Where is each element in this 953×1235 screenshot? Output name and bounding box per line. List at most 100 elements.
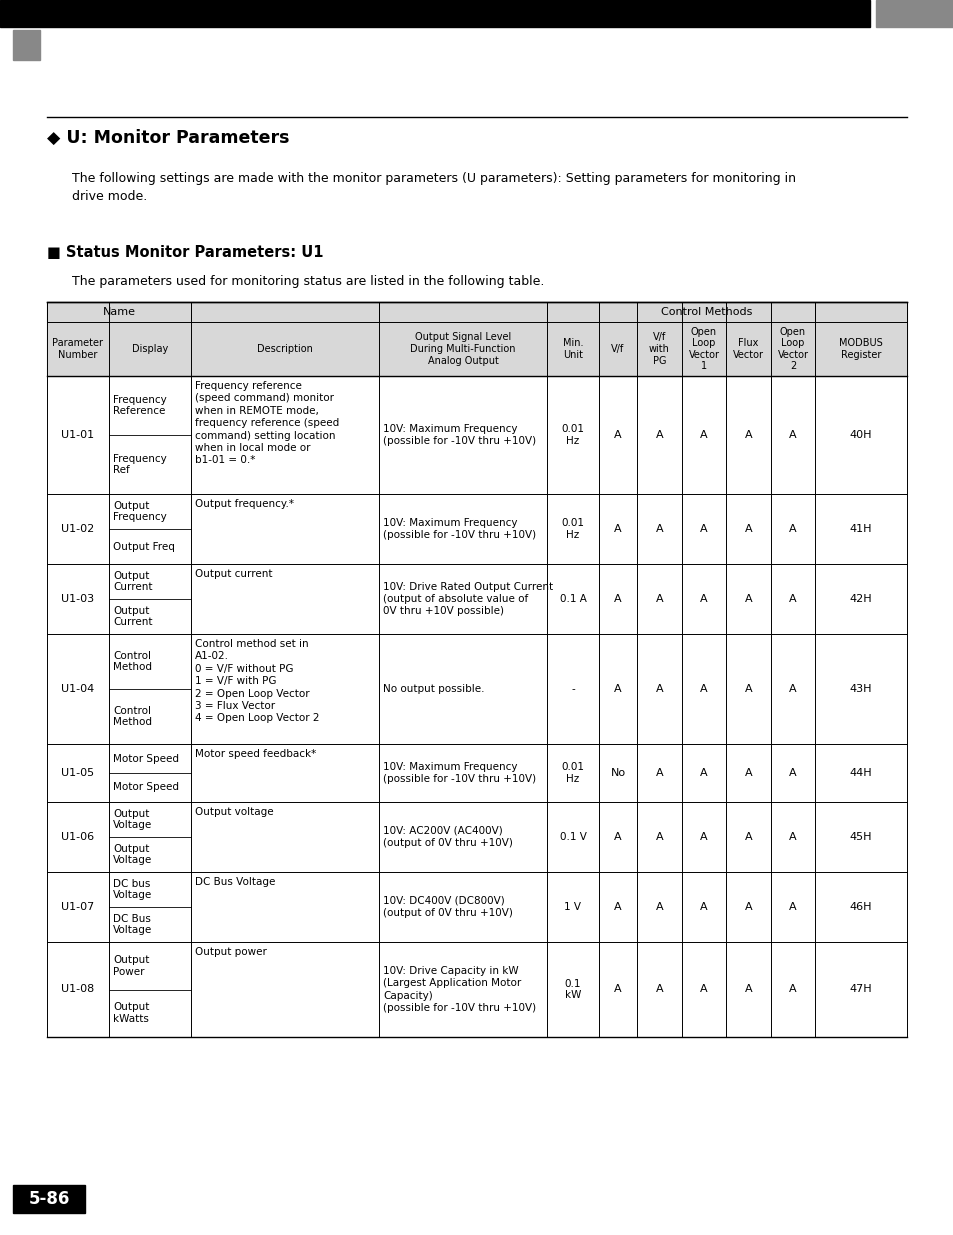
Text: A: A	[700, 902, 707, 911]
Text: No: No	[610, 768, 625, 778]
Text: 46H: 46H	[849, 902, 871, 911]
Text: A: A	[655, 902, 662, 911]
Text: MODBUS
Register: MODBUS Register	[839, 338, 882, 359]
Text: A: A	[744, 902, 752, 911]
Text: A: A	[614, 524, 621, 534]
Text: Output
Current: Output Current	[112, 605, 152, 627]
Text: A: A	[744, 430, 752, 440]
Text: A: A	[744, 984, 752, 994]
Text: 41H: 41H	[849, 524, 871, 534]
Text: U1-01: U1-01	[61, 430, 94, 440]
Text: Frequency reference
(speed command) monitor
when in REMOTE mode,
frequency refer: Frequency reference (speed command) moni…	[194, 382, 339, 466]
Text: A: A	[744, 524, 752, 534]
Text: ◆ U: Monitor Parameters: ◆ U: Monitor Parameters	[47, 128, 289, 147]
Text: 0.01
Hz: 0.01 Hz	[561, 424, 584, 446]
Text: U1-04: U1-04	[61, 684, 94, 694]
Text: Output voltage: Output voltage	[194, 806, 274, 818]
Text: A: A	[655, 684, 662, 694]
Text: A: A	[700, 430, 707, 440]
Text: 5-86: 5-86	[29, 1191, 70, 1208]
Text: ■ Status Monitor Parameters: U1: ■ Status Monitor Parameters: U1	[47, 245, 323, 261]
Text: Output frequency.*: Output frequency.*	[194, 499, 294, 509]
Text: 10V: Maximum Frequency
(possible for -10V thru +10V): 10V: Maximum Frequency (possible for -10…	[382, 517, 536, 540]
Text: Name: Name	[102, 308, 135, 317]
Text: Output Signal Level
During Multi-Function
Analog Output: Output Signal Level During Multi-Functio…	[410, 332, 516, 366]
Text: Frequency
Reference: Frequency Reference	[112, 395, 167, 416]
Text: Output current: Output current	[194, 569, 273, 579]
Text: Control
Method: Control Method	[112, 705, 152, 727]
Text: Flux
Vector: Flux Vector	[732, 338, 763, 359]
Text: DC bus
Voltage: DC bus Voltage	[112, 878, 152, 900]
Bar	[13, 1186, 85, 1213]
Text: U1-06: U1-06	[61, 832, 94, 842]
Text: Control Methods: Control Methods	[660, 308, 752, 317]
Text: U1-07: U1-07	[61, 902, 94, 911]
Text: 10V: AC200V (AC400V)
(output of 0V thru +10V): 10V: AC200V (AC400V) (output of 0V thru …	[382, 826, 513, 848]
Text: 40H: 40H	[849, 430, 871, 440]
Text: Open
Loop
Vector
2: Open Loop Vector 2	[777, 326, 807, 372]
Text: 44H: 44H	[849, 768, 871, 778]
Text: 10V: Drive Capacity in kW
(Largest Application Motor
Capacity)
(possible for -10: 10V: Drive Capacity in kW (Largest Appli…	[382, 966, 536, 1013]
Text: A: A	[700, 768, 707, 778]
Text: No output possible.: No output possible.	[382, 684, 484, 694]
Text: A: A	[788, 902, 796, 911]
Text: Output
Voltage: Output Voltage	[112, 844, 152, 866]
Text: A: A	[700, 684, 707, 694]
Text: A: A	[614, 594, 621, 604]
Text: A: A	[655, 768, 662, 778]
Text: Motor Speed: Motor Speed	[112, 783, 179, 793]
Text: 42H: 42H	[849, 594, 871, 604]
Text: A: A	[744, 832, 752, 842]
Text: 1 V: 1 V	[564, 902, 581, 911]
Text: The parameters used for monitoring status are listed in the following table.: The parameters used for monitoring statu…	[71, 275, 544, 288]
Text: U1-02: U1-02	[61, 524, 94, 534]
Text: A: A	[744, 684, 752, 694]
Text: Output power: Output power	[194, 947, 267, 957]
Text: A: A	[700, 832, 707, 842]
Text: 0.01
Hz: 0.01 Hz	[561, 519, 584, 540]
Text: Output
Current: Output Current	[112, 571, 152, 593]
Text: V/f
with
PG: V/f with PG	[648, 332, 669, 366]
Text: -: -	[571, 684, 575, 694]
Bar	[47, 303, 906, 375]
Text: A: A	[788, 984, 796, 994]
Text: A: A	[788, 594, 796, 604]
Text: A: A	[614, 902, 621, 911]
Text: A: A	[788, 430, 796, 440]
Text: 0.1 A: 0.1 A	[559, 594, 586, 604]
Text: V/f: V/f	[611, 345, 624, 354]
Text: A: A	[655, 524, 662, 534]
Text: Description: Description	[256, 345, 313, 354]
Text: Frequency
Ref: Frequency Ref	[112, 453, 167, 475]
Text: DC Bus Voltage: DC Bus Voltage	[194, 877, 275, 887]
Text: A: A	[655, 594, 662, 604]
Text: A: A	[700, 524, 707, 534]
Bar	[0, 0, 869, 27]
Text: A: A	[614, 684, 621, 694]
Text: Output
Power: Output Power	[112, 955, 150, 977]
Text: A: A	[655, 832, 662, 842]
Text: A: A	[614, 832, 621, 842]
Text: 47H: 47H	[849, 984, 871, 994]
Text: U1-08: U1-08	[61, 984, 94, 994]
Text: Open
Loop
Vector
1: Open Loop Vector 1	[688, 326, 719, 372]
Text: Control
Method: Control Method	[112, 651, 152, 672]
Text: A: A	[614, 984, 621, 994]
Text: A: A	[744, 594, 752, 604]
Text: A: A	[655, 984, 662, 994]
Text: Output
kWatts: Output kWatts	[112, 1003, 150, 1024]
Bar	[875, 0, 953, 27]
Text: 10V: Maximum Frequency
(possible for -10V thru +10V): 10V: Maximum Frequency (possible for -10…	[382, 424, 536, 446]
Text: 0.1 V: 0.1 V	[559, 832, 586, 842]
Text: A: A	[744, 768, 752, 778]
Bar	[13, 30, 40, 61]
Text: 10V: Maximum Frequency
(possible for -10V thru +10V): 10V: Maximum Frequency (possible for -10…	[382, 762, 536, 784]
Text: DC Bus
Voltage: DC Bus Voltage	[112, 914, 152, 935]
Text: 10V: DC400V (DC800V)
(output of 0V thru +10V): 10V: DC400V (DC800V) (output of 0V thru …	[382, 895, 513, 918]
Text: A: A	[655, 430, 662, 440]
Text: A: A	[788, 832, 796, 842]
Text: Display: Display	[132, 345, 168, 354]
Text: 10V: Drive Rated Output Current
(output of absolute value of
0V thru +10V possib: 10V: Drive Rated Output Current (output …	[382, 582, 553, 616]
Text: A: A	[700, 594, 707, 604]
Text: Output Freq: Output Freq	[112, 541, 174, 552]
